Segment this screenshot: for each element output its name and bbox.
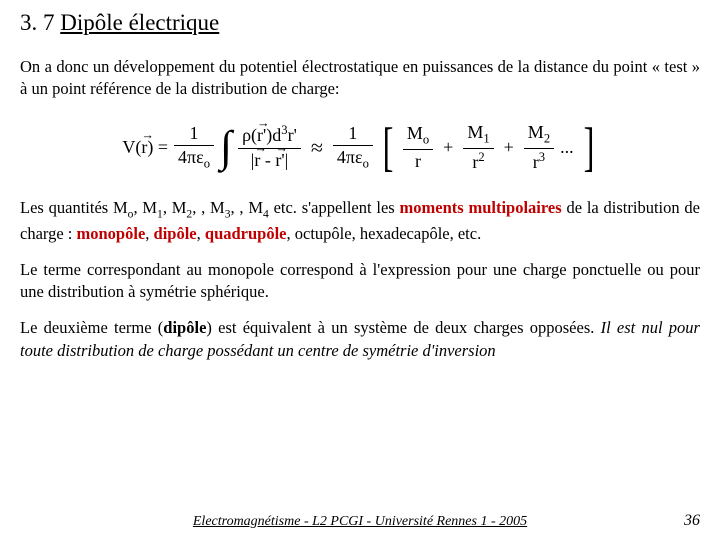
eq-m0: Mo r — [403, 124, 433, 172]
left-bracket: [ — [382, 129, 393, 167]
title-number: 3. 7 — [20, 10, 55, 35]
dipole-label: dipôle — [154, 224, 197, 243]
footer-text: Electromagnétisme - L2 PCGI - Université… — [50, 514, 670, 530]
moments-label: moments multipolaires — [400, 198, 562, 217]
eq-m2: M2 r3 — [524, 123, 554, 173]
paragraph-3: Le terme correspondant au monopole corre… — [20, 259, 700, 304]
eq-m1: M1 r2 — [463, 123, 493, 173]
equation: V(r) = 1 4πεo ∫ ρ(r')d3r' |r - r'| ≈ 1 4… — [20, 123, 700, 173]
eq-frac1: 1 4πεo — [174, 124, 214, 172]
quadrupole-label: quadrupôle — [205, 224, 287, 243]
eq-integrand: ρ(r')d3r' |r - r'| — [238, 124, 301, 171]
monopole-label: monopôle — [77, 224, 146, 243]
page-title: 3. 7 Dipôle électrique — [20, 10, 700, 36]
title-text: Dipôle électrique — [60, 10, 219, 35]
eq-lhs: V(r) = — [122, 137, 168, 158]
eq-frac2: 1 4πεo — [333, 124, 373, 172]
paragraph-1: On a donc un développement du potentiel … — [20, 56, 700, 101]
footer: Electromagnétisme - L2 PCGI - Université… — [20, 512, 700, 530]
approx-symbol: ≈ — [311, 135, 323, 161]
right-bracket: ] — [583, 129, 594, 167]
paragraph-2: Les quantités Mo, M1, M2, , M3, , M4 etc… — [20, 197, 700, 245]
page-number: 36 — [670, 512, 700, 530]
integral-symbol: ∫ — [220, 132, 232, 163]
dipole-bold: dipôle — [163, 318, 206, 337]
paragraph-4: Le deuxième terme (dipôle) est équivalen… — [20, 317, 700, 362]
